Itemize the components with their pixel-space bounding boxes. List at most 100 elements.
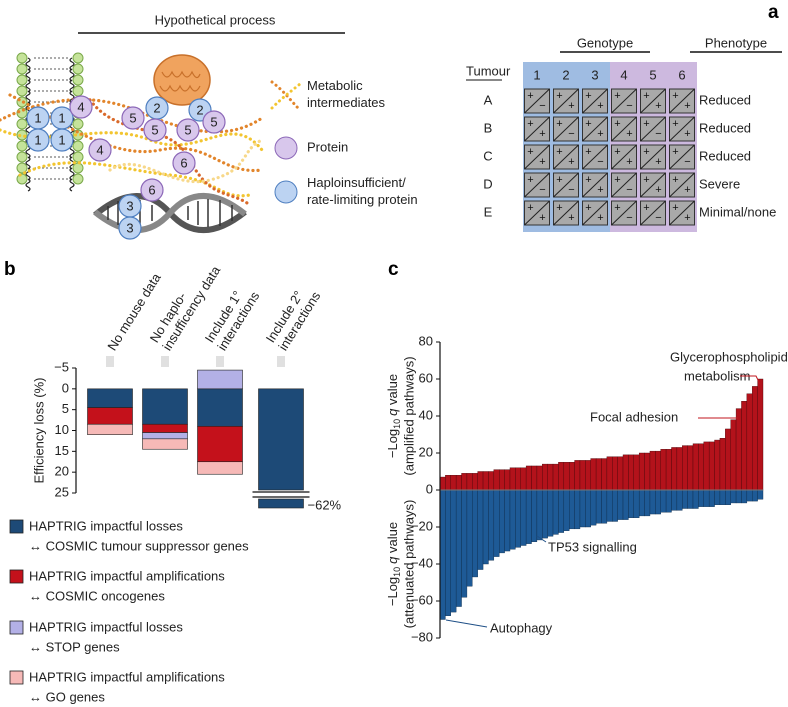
- node-label: 1: [58, 132, 65, 147]
- bar: [692, 489, 699, 509]
- cell-diagonal: [582, 200, 608, 226]
- legend-metabolite-icon: [270, 80, 302, 112]
- lipid-head: [72, 85, 84, 97]
- y-axis-label: −Log10 q value: [385, 374, 402, 458]
- cell-diagonal: [640, 200, 666, 226]
- allele: +: [684, 100, 690, 112]
- bar: [708, 489, 715, 507]
- lipid-tail: [25, 156, 75, 170]
- label-part: −Log: [385, 577, 400, 606]
- allele: +: [527, 90, 533, 102]
- panel-label: a: [768, 2, 779, 23]
- allele: +: [585, 90, 591, 102]
- bar: [741, 489, 748, 504]
- annotation: TP53 signalling: [548, 539, 637, 554]
- bar: [509, 467, 516, 491]
- bar: [488, 489, 495, 561]
- bar: [752, 386, 758, 491]
- annotation: Focal adhesion: [590, 409, 678, 424]
- bar: [563, 489, 570, 531]
- y-tick-label: 10: [55, 422, 69, 437]
- bar: [617, 489, 624, 520]
- legend-label: ↔ STOP genes: [29, 639, 120, 654]
- bar: [601, 458, 608, 491]
- bar: [757, 489, 764, 500]
- allele: +: [643, 118, 649, 130]
- node-label: 6: [148, 182, 155, 197]
- cell-diagonal: [582, 88, 608, 114]
- column-header: 2: [562, 67, 569, 82]
- bar: [477, 471, 484, 491]
- bar: [746, 489, 753, 502]
- node: [176, 118, 200, 142]
- bar-annotation: −62%: [308, 497, 342, 512]
- panel-label: c: [388, 259, 399, 280]
- bar: [622, 454, 629, 491]
- bar: [531, 489, 538, 542]
- bar: [601, 489, 608, 524]
- bar: [682, 489, 688, 509]
- bar: [660, 489, 667, 513]
- lipid-head: [72, 140, 84, 152]
- bar: [574, 489, 581, 530]
- cell-diagonal: [524, 172, 550, 198]
- label-part: value: [385, 522, 400, 557]
- legend-label: ↔ COSMIC tumour suppressor genes: [29, 538, 249, 553]
- bar: [741, 401, 748, 491]
- bar: [525, 489, 532, 544]
- bar: [585, 460, 591, 491]
- bar: [703, 441, 710, 491]
- cell-diagonal: [553, 200, 579, 226]
- y-tick-label: 25: [55, 484, 69, 499]
- bar: [725, 489, 731, 506]
- node-label: 6: [180, 155, 187, 170]
- lipid-head: [16, 63, 28, 75]
- bar: [450, 475, 457, 491]
- bar: [509, 489, 516, 550]
- allele: +: [684, 184, 690, 196]
- bar: [515, 489, 521, 548]
- dna: [93, 192, 247, 234]
- cell-diagonal: [611, 200, 637, 226]
- node-label: 4: [96, 142, 103, 157]
- allele: +: [614, 174, 620, 186]
- label-part: q: [385, 408, 400, 416]
- lipid-head: [72, 162, 84, 174]
- bar: [660, 449, 667, 491]
- bar: [692, 443, 699, 491]
- allele: +: [585, 202, 591, 214]
- label-part: q: [385, 556, 400, 564]
- legend-label: Protein: [307, 139, 348, 154]
- bar: [590, 489, 597, 526]
- bar: [708, 441, 715, 491]
- lipid-head: [16, 162, 28, 174]
- lipid-head: [16, 151, 28, 163]
- bar: [542, 489, 548, 539]
- bar: [558, 462, 565, 491]
- bar-segment: [142, 388, 188, 425]
- legend-label: HAPTRIG impactful losses: [29, 518, 183, 533]
- cell-diagonal: [669, 200, 695, 226]
- node: [121, 106, 145, 130]
- cell-diagonal: [553, 172, 579, 198]
- lipid-head: [72, 74, 84, 86]
- phenotype: Reduced: [699, 120, 751, 135]
- bar: [531, 465, 538, 491]
- bar: [644, 452, 651, 491]
- allele: +: [684, 212, 690, 224]
- node-label: 5: [184, 122, 191, 137]
- bar: [746, 393, 753, 491]
- bar: [676, 489, 683, 511]
- bar-segment: [197, 426, 243, 463]
- cell-diagonal: [669, 144, 695, 170]
- bar: [569, 462, 575, 491]
- phenotype: Reduced: [699, 148, 751, 163]
- allele: +: [539, 128, 545, 140]
- bar: [547, 489, 554, 537]
- allele: −: [568, 128, 574, 140]
- allele: +: [568, 156, 574, 168]
- allele: −: [626, 212, 632, 224]
- allele: +: [568, 100, 574, 112]
- bar: [655, 489, 661, 515]
